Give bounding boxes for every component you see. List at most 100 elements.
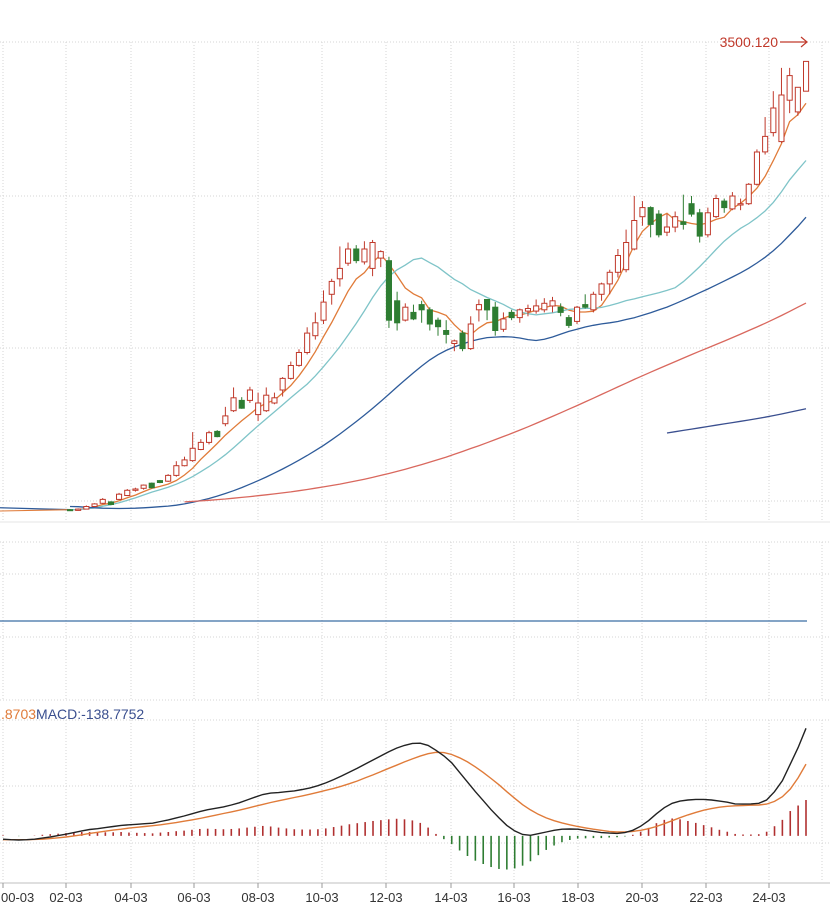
candle-up (377, 251, 384, 259)
candle-down (394, 300, 401, 324)
candle-up (590, 293, 597, 311)
candle-down (680, 221, 687, 225)
svg-text:.8703MACD:-138.7752: .8703MACD:-138.7752 (1, 706, 144, 722)
candle-up (83, 506, 90, 510)
x-axis-ticks: 00-03 02-03 04-03 06-03 08-03 10-03 12-03 14-03… (1, 883, 786, 905)
candle-up (181, 459, 188, 467)
candle-up (222, 415, 229, 425)
candle-up (614, 255, 622, 273)
candle-up (631, 220, 638, 250)
candle-up (574, 306, 581, 322)
candle-up (189, 447, 196, 462)
candle-up (91, 503, 98, 507)
macd-value-label: MACD:-138.7752 (36, 706, 144, 722)
candle-down (459, 332, 466, 350)
candle-down (385, 260, 392, 321)
candle-down (696, 212, 703, 237)
candle-down (435, 319, 442, 328)
candle-up (549, 300, 556, 307)
candle-up (255, 402, 262, 416)
candle-down (418, 304, 425, 311)
candle-down (484, 299, 491, 311)
candle-up (230, 397, 237, 412)
candle-up (729, 195, 736, 210)
x-tick-label: 10-03 (305, 890, 338, 905)
x-tick-label: 18-03 (561, 890, 594, 905)
candle-up (99, 498, 106, 504)
candle-down (156, 480, 163, 484)
ma-line-ma20 (69, 216, 807, 510)
candle-up (402, 306, 409, 321)
candle-down (721, 200, 728, 209)
candle-up (345, 248, 352, 264)
candle-up (745, 183, 752, 205)
candle-up (206, 432, 213, 443)
candle-up (762, 135, 769, 153)
candle-down (426, 309, 433, 325)
candle-up (328, 280, 335, 295)
x-tick-label: 00-03 (1, 890, 34, 905)
candle-down (565, 317, 572, 326)
macd-panel (2, 728, 807, 870)
candle-up (803, 60, 810, 92)
candle-up (475, 304, 482, 311)
candle-up (598, 283, 605, 295)
candle-down (107, 501, 115, 505)
x-tick-label: 20-03 (625, 890, 658, 905)
candle-up (271, 397, 278, 404)
x-tick-label: 16-03 (497, 890, 530, 905)
candle-down (582, 304, 589, 308)
candle-up (467, 323, 474, 350)
candle-up (533, 305, 540, 312)
candle-down (443, 330, 450, 335)
candle-up (320, 301, 327, 321)
candle-up (500, 318, 507, 330)
candle-up (541, 302, 548, 311)
x-tick-label: 02-03 (49, 890, 82, 905)
candle-up (778, 94, 785, 143)
last-price-label: 3500.120 (720, 34, 779, 50)
candle-down (353, 248, 360, 262)
candle-up (295, 352, 302, 366)
x-tick-label: 06-03 (177, 890, 210, 905)
candle-down (647, 207, 654, 225)
candle-up (140, 484, 147, 489)
candle-down (492, 306, 499, 332)
candle-up (753, 151, 761, 185)
macd-labels: .8703MACD:-138.7752 (1, 706, 144, 722)
x-tick-label: 12-03 (369, 890, 402, 905)
x-tick-label: 04-03 (114, 890, 147, 905)
ma-line-lead (0, 509, 71, 512)
candle-up (606, 271, 613, 285)
candle-up (312, 322, 319, 337)
candle-up (336, 267, 343, 280)
candle-up (279, 377, 286, 391)
dif-line (2, 728, 807, 841)
x-tick-label: 24-03 (752, 890, 785, 905)
last-price-arrow-head (800, 36, 808, 48)
candle-up (623, 242, 630, 271)
candle-up (132, 488, 139, 491)
candle-up (663, 226, 671, 233)
ma-line-ma10 (69, 160, 807, 511)
candle-up (524, 308, 532, 312)
candle-down (655, 213, 662, 236)
candle-up (737, 203, 744, 206)
candle-down (557, 306, 564, 313)
x-tick-label: 22-03 (689, 890, 722, 905)
candle-up (287, 365, 294, 379)
candle-up (263, 394, 270, 412)
candlesticks (67, 60, 810, 512)
candle-up (516, 309, 523, 319)
candle-down (238, 399, 245, 409)
candle-up (75, 508, 82, 511)
candle-down (508, 311, 515, 319)
ma-line-ma120 (666, 408, 807, 434)
candle-down (148, 482, 155, 489)
ma-line-ma5 (69, 102, 807, 511)
candle-up (794, 86, 801, 113)
candle-up (197, 441, 204, 450)
candle-up (770, 107, 777, 134)
